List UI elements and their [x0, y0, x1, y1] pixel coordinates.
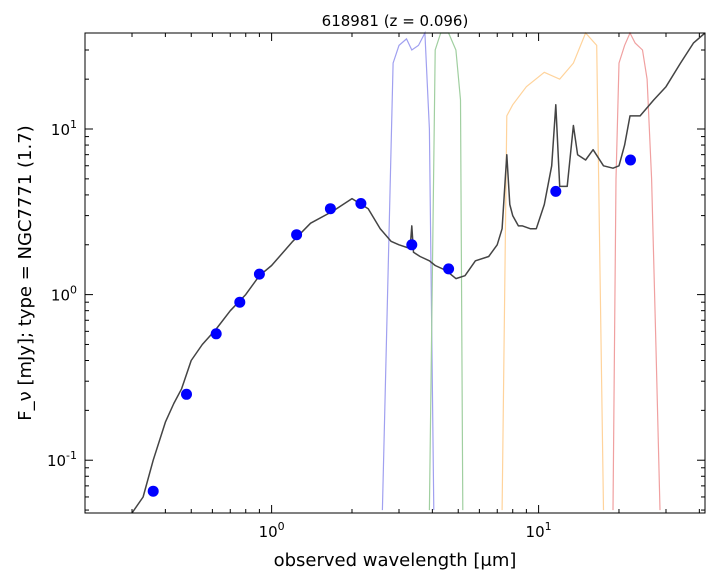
filter-curve-5 — [612, 31, 661, 511]
data-point — [550, 185, 562, 197]
data-point — [234, 296, 246, 308]
x-tick-label: 101 — [526, 520, 552, 541]
data-point — [210, 328, 222, 340]
y-tick-label: 100 — [51, 284, 77, 305]
data-point — [253, 268, 265, 280]
data-point — [181, 388, 192, 400]
data-point — [443, 263, 455, 275]
data-point — [406, 239, 418, 251]
photometry-points — [147, 154, 636, 497]
filter-curve-2 — [381, 30, 435, 511]
y-tick-label: 101 — [51, 118, 77, 139]
data-point — [625, 154, 636, 166]
x-tick-label: 100 — [259, 520, 285, 541]
y-tick-label: 10-1 — [47, 449, 77, 470]
template-line — [131, 32, 706, 514]
y-axis-label: F_ν [mJy]; type = NGC7771 (1.7) — [15, 125, 36, 420]
data-point — [291, 229, 303, 241]
axis-ticks — [84, 33, 705, 513]
filter-curve-4 — [501, 31, 605, 511]
filter-curves — [381, 30, 661, 511]
plot-frame — [84, 32, 706, 514]
tick-labels: 100 101 10-1 100 101 — [47, 118, 552, 541]
data-point — [147, 485, 159, 497]
template-spectrum — [131, 32, 706, 514]
data-point — [324, 203, 336, 215]
x-axis-label: observed wavelength [μm] — [274, 550, 517, 571]
data-point — [355, 198, 367, 209]
chart-title: 618981 (z = 0.096) — [322, 12, 469, 30]
